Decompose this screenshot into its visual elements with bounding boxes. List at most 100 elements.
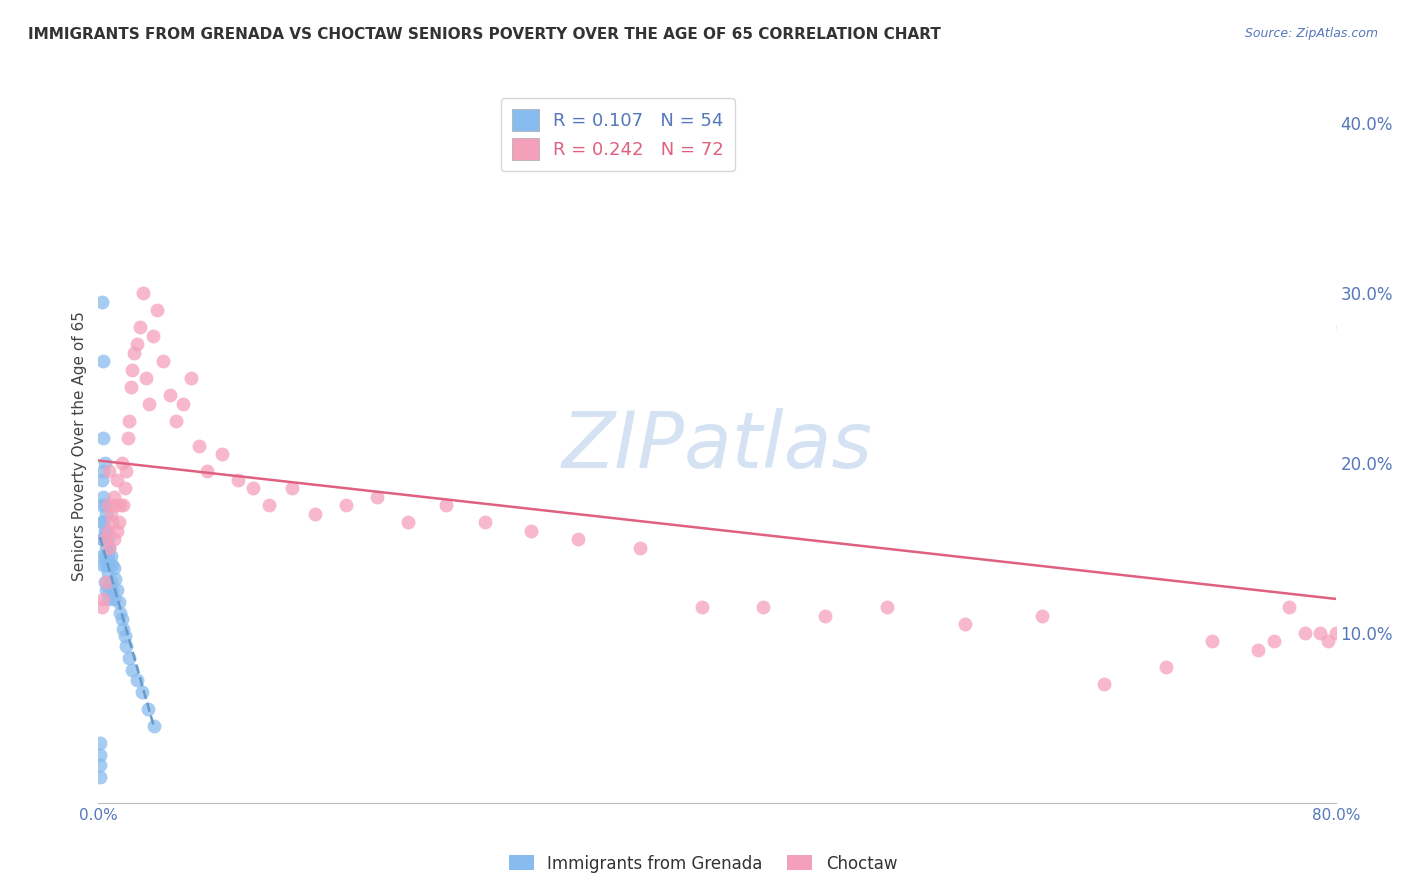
Point [98,541,121,555]
Point [91,354,114,368]
Point [520,524,543,538]
Point [97,524,120,538]
Point [132,286,155,301]
Point [103,490,125,504]
Point [91,490,114,504]
Point [173,396,195,410]
Point [89,736,111,750]
Point [1154,660,1177,674]
Point [93,524,115,538]
Point [117,430,139,444]
Point [195,465,218,479]
Point [143,719,166,733]
Point [93,499,115,513]
Point [105,473,128,487]
Text: ZIPatlas: ZIPatlas [561,408,873,484]
Point [226,473,249,487]
Point [98,583,121,598]
Point [474,516,496,530]
Point [91,465,114,479]
Point [97,549,120,564]
Point [436,499,458,513]
Point [127,673,149,688]
Point [121,663,143,677]
Point [1092,677,1115,691]
Point [100,507,122,521]
Point [1324,626,1347,640]
Point [396,516,419,530]
Point [131,685,153,699]
Point [96,574,118,589]
Point [146,303,169,318]
Point [567,533,589,547]
Point [628,541,651,555]
Point [876,600,898,615]
Point [96,583,118,598]
Text: IMMIGRANTS FROM GRENADA VS CHOCTAW SENIORS POVERTY OVER THE AGE OF 65 CORRELATIO: IMMIGRANTS FROM GRENADA VS CHOCTAW SENIO… [28,27,941,42]
Point [98,541,121,555]
Point [90,549,112,564]
Point [180,371,202,385]
Point [1309,626,1331,640]
Point [142,328,165,343]
Point [1340,150,1362,164]
Point [91,591,114,606]
Point [103,561,125,575]
Point [101,558,124,572]
Text: Source: ZipAtlas.com: Source: ZipAtlas.com [1244,27,1378,40]
Point [97,533,120,547]
Point [96,541,118,555]
Point [105,524,128,538]
Point [690,600,713,615]
Point [100,574,122,589]
Point [211,448,233,462]
Point [101,516,124,530]
Point [114,629,136,643]
Point [93,574,115,589]
Point [257,499,280,513]
Point [281,482,304,496]
Point [104,572,127,586]
Point [304,507,326,521]
Point [91,430,114,444]
Point [752,600,775,615]
Point [98,465,121,479]
Point [105,583,128,598]
Point [96,524,118,538]
Point [90,499,112,513]
Point [114,482,136,496]
Point [118,651,141,665]
Point [107,595,129,609]
Point [1201,634,1223,648]
Point [188,439,211,453]
Point [127,337,149,351]
Point [814,608,837,623]
Point [100,549,122,564]
Point [90,600,112,615]
Point [101,583,124,598]
Point [242,482,264,496]
Point [91,516,114,530]
Point [90,533,112,547]
Point [115,640,138,654]
Point [159,388,181,402]
Point [97,566,120,581]
Point [89,758,111,772]
Point [91,533,114,547]
Point [122,345,145,359]
Point [1278,600,1301,615]
Point [91,558,114,572]
Point [1247,643,1270,657]
Point [111,612,134,626]
Legend: Immigrants from Grenada, Choctaw: Immigrants from Grenada, Choctaw [502,848,904,880]
Point [90,294,112,309]
Point [108,606,131,620]
Point [112,623,135,637]
Point [89,770,111,784]
Point [136,702,159,716]
Point [953,617,976,632]
Point [90,473,112,487]
Point [1294,626,1316,640]
Point [129,320,152,334]
Point [335,499,357,513]
